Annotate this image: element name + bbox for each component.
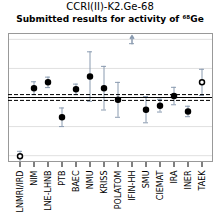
svg-text:IRA: IRA <box>170 170 179 184</box>
svg-text:CIEMAT: CIEMAT <box>156 170 165 200</box>
svg-text:INER: INER <box>184 170 193 189</box>
svg-text:PTB: PTB <box>58 171 67 186</box>
svg-text:KRISS: KRISS <box>100 171 109 194</box>
svg-text:LNMRI/IRD: LNMRI/IRD <box>16 171 25 213</box>
html-text:Submitted results for activity: Submitted results for activity of ⁶⁸Ge <box>16 14 204 24</box>
svg-text:POLATOM: POLATOM <box>114 170 123 209</box>
svg-text:NMU: NMU <box>86 170 95 189</box>
svg-text:IFIN-HH: IFIN-HH <box>128 171 137 201</box>
svg-text:SMU: SMU <box>142 170 151 188</box>
svg-text:LNE-LHNB: LNE-LHNB <box>44 171 53 211</box>
svg-text:NIM: NIM <box>30 170 39 185</box>
html-text:CCRI(II)-K2.Ge-68: CCRI(II)-K2.Ge-68 <box>66 1 154 12</box>
svg-text:BAEC: BAEC <box>72 170 81 192</box>
svg-text:TAEK: TAEK <box>198 170 207 192</box>
